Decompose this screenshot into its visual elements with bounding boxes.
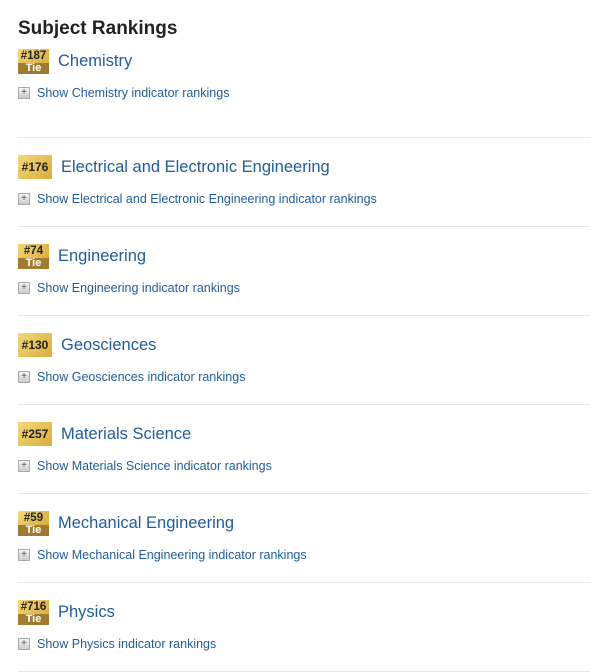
show-indicator-rankings-toggle[interactable]: + Show Engineering indicator rankings xyxy=(18,281,240,295)
subject-title-link[interactable]: Geosciences xyxy=(61,335,157,354)
show-indicator-rankings-toggle[interactable]: + Show Electrical and Electronic Engineer… xyxy=(18,192,377,206)
tie-label: Tie xyxy=(18,614,49,625)
show-indicator-rankings-label: Show Materials Science indicator ranking… xyxy=(37,459,272,473)
rank-value: #187 xyxy=(18,49,49,63)
expand-plus-icon: + xyxy=(18,193,30,205)
subject-title-link[interactable]: Mechanical Engineering xyxy=(58,514,235,532)
show-indicator-rankings-label: Show Electrical and Electronic Engineeri… xyxy=(37,192,377,206)
rank-value: #176 xyxy=(18,155,52,179)
show-indicator-rankings-label: Show Physics indicator rankings xyxy=(37,637,217,651)
tie-label: Tie xyxy=(18,63,49,74)
expand-plus-icon: + xyxy=(18,87,30,99)
show-indicator-rankings-toggle[interactable]: + Show Mechanical Engineering indicator r… xyxy=(18,548,307,562)
subject-list: #187 Tie Chemistry + Show Chemistry indicat… xyxy=(18,48,590,672)
expand-plus-icon: + xyxy=(18,638,30,650)
show-indicator-rankings-label: Show Chemistry indicator rankings xyxy=(37,86,230,100)
subject-title-link[interactable]: Chemistry xyxy=(58,52,133,70)
tie-label: Tie xyxy=(18,258,49,269)
subject-item: #716 Tie Physics + Show Physics indicator r… xyxy=(18,583,590,672)
show-indicator-rankings-toggle[interactable]: + Show Materials Science indicator rankin… xyxy=(18,459,272,473)
expand-plus-icon: + xyxy=(18,282,30,294)
rank-value: #59 xyxy=(18,511,49,525)
rank-value: #257 xyxy=(18,422,52,446)
show-indicator-rankings-toggle[interactable]: + Show Chemistry indicator rankings xyxy=(18,86,229,100)
subject-item: #74 Tie Engineering + Show Engineering indi… xyxy=(18,227,590,316)
subject-item: #176 Electrical and Electronic Engineerin… xyxy=(18,138,590,227)
tie-label: Tie xyxy=(18,525,49,536)
subject-item: #130 Geosciences + Show Geosciences indica… xyxy=(18,316,590,405)
rank-value: #74 xyxy=(18,244,49,258)
rank-badge: #257 xyxy=(18,422,52,446)
page-title: Subject Rankings xyxy=(18,18,178,39)
rank-badge: #176 xyxy=(18,155,52,179)
show-indicator-rankings-label: Show Engineering indicator rankings xyxy=(37,281,240,295)
expand-plus-icon: + xyxy=(18,371,30,383)
rank-badge: #130 xyxy=(18,333,52,357)
expand-plus-icon: + xyxy=(18,460,30,472)
subject-title-link[interactable]: Engineering xyxy=(58,247,147,265)
rank-badge: #74 Tie xyxy=(18,244,49,269)
subject-title-link[interactable]: Materials Science xyxy=(61,424,192,443)
show-indicator-rankings-toggle[interactable]: + Show Geosciences indicator rankings xyxy=(18,370,245,384)
show-indicator-rankings-toggle[interactable]: + Show Physics indicator rankings xyxy=(18,637,216,651)
subject-title-link[interactable]: Electrical and Electronic Engineering xyxy=(61,157,330,176)
show-indicator-rankings-label: Show Geosciences indicator rankings xyxy=(37,370,246,384)
rank-badge: #59 Tie xyxy=(18,511,49,536)
subject-item: #187 Tie Chemistry + Show Chemistry indicat… xyxy=(18,49,590,138)
subject-title-link[interactable]: Physics xyxy=(58,603,115,621)
subject-item: #59 Tie Mechanical Engineering + Show Mecha… xyxy=(18,494,590,583)
expand-plus-icon: + xyxy=(18,549,30,561)
rank-badge: #716 Tie xyxy=(18,600,49,625)
subject-item: #257 Materials Science + Show Materials Sc… xyxy=(18,405,590,494)
show-indicator-rankings-label: Show Mechanical Engineering indicator ra… xyxy=(37,548,307,562)
rank-value: #716 xyxy=(18,600,49,614)
rank-badge: #187 Tie xyxy=(18,49,49,74)
rank-value: #130 xyxy=(18,333,52,357)
